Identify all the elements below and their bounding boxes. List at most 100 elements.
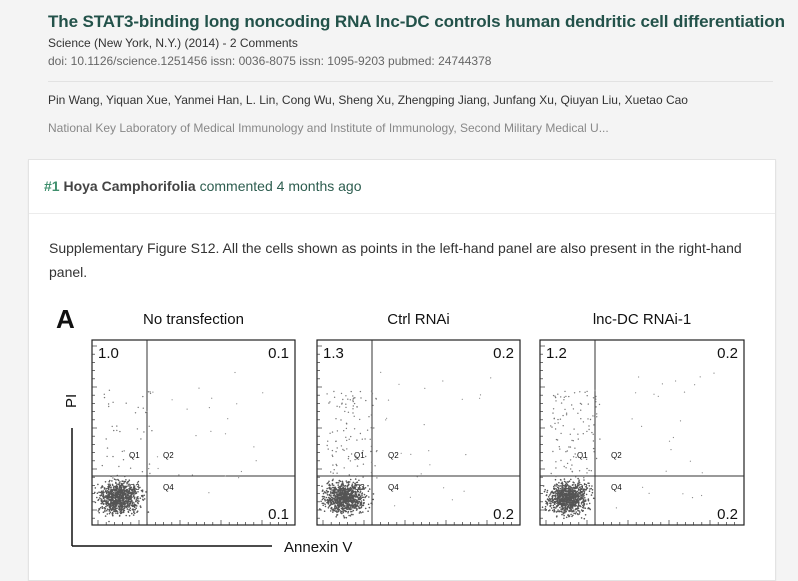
scatter-point [372, 404, 374, 407]
scatter-point [359, 490, 362, 492]
scatter-point [592, 433, 594, 435]
scatter-point [157, 467, 159, 470]
flow-cytometry-figure: A PI Annexin V No transfection 1.0 0.1 0.1 Q… [56, 304, 745, 556]
scatter-point [337, 493, 340, 496]
scatter-point [322, 497, 325, 500]
scatter-point [156, 456, 159, 458]
scatter-point [638, 376, 640, 378]
scatter-point [546, 491, 548, 494]
scatter-point [571, 489, 574, 491]
comment-time[interactable]: 4 months ago [276, 178, 362, 194]
comment-number[interactable]: #1 [44, 178, 60, 194]
scatter-point [339, 487, 342, 489]
scatter-point [137, 501, 139, 504]
scatter-point [352, 412, 354, 414]
scatter-point [108, 493, 110, 496]
scatter-point [376, 477, 378, 479]
scatter-point [341, 485, 343, 487]
q4-value: 0.2 [717, 506, 738, 523]
scatter-point [136, 499, 139, 502]
scatter-point [128, 508, 130, 511]
scatter-point [562, 487, 565, 489]
scatter-point [122, 490, 124, 492]
scatter-point [152, 391, 154, 393]
comment-author[interactable]: Hoya Camphorifolia [63, 178, 196, 194]
scatter-point [343, 516, 346, 519]
scatter-point [563, 399, 565, 401]
scatter-point [558, 481, 560, 484]
scatter-point [553, 508, 555, 511]
scatter-point [149, 392, 152, 395]
scatter-point [571, 464, 573, 466]
scatter-point [591, 491, 594, 494]
scatter-point [385, 419, 387, 421]
scatter-point [579, 489, 581, 491]
scatter-point [375, 397, 377, 400]
scatter-point [588, 502, 591, 505]
scatter-point [578, 482, 581, 484]
scatter-point [370, 471, 373, 474]
scatter-point [133, 502, 135, 504]
scatter-point [562, 498, 564, 501]
scatter-point [565, 490, 568, 492]
scatter-point [103, 488, 106, 490]
article-title[interactable]: The STAT3-binding long noncoding RNA lnc… [48, 12, 785, 31]
scatter-point [351, 500, 354, 503]
scatter-point [123, 487, 126, 490]
scatter-point [354, 482, 356, 485]
scatter-point [582, 499, 585, 501]
scatter-point [694, 384, 696, 386]
scatter-point [343, 492, 346, 495]
scatter-point [140, 438, 142, 440]
scatter-point [562, 425, 564, 427]
scatter-point [333, 396, 336, 398]
scatter-point [113, 490, 116, 492]
scatter-point [565, 498, 568, 500]
scatter-point [583, 477, 585, 479]
scatter-point [552, 501, 554, 504]
scatter-point [111, 513, 113, 515]
scatter-point [337, 482, 340, 484]
scatter-point [354, 397, 356, 399]
scatter-point [353, 503, 356, 506]
scatter-point [330, 507, 333, 509]
scatter-point [583, 488, 586, 491]
scatter-point [360, 397, 362, 399]
scatter-point [348, 508, 350, 510]
scatter-point [97, 483, 99, 486]
scatter-point [366, 429, 369, 431]
scatter-point [559, 510, 561, 513]
scatter-point [118, 482, 121, 484]
scatter-point [570, 499, 573, 502]
scatter-point [648, 492, 650, 494]
scatter-point [342, 515, 345, 517]
scatter-point [571, 404, 573, 406]
scatter-point [565, 503, 567, 506]
scatter-point [581, 454, 583, 456]
scatter-point [332, 502, 335, 505]
scatter-point [359, 503, 362, 505]
scatter-point [575, 476, 577, 478]
scatter-point [115, 479, 117, 481]
scatter-point [335, 488, 337, 490]
scatter-point [549, 509, 551, 511]
scatter-point [559, 496, 561, 499]
scatter-point [132, 514, 135, 516]
scatter-point [591, 431, 593, 434]
scatter-point [566, 507, 569, 510]
scatter-point [334, 505, 336, 507]
scatter-point [322, 492, 325, 495]
scatter-point [108, 508, 110, 511]
scatter-point [148, 425, 150, 427]
scatter-point [108, 389, 111, 391]
scatter-point [116, 474, 119, 477]
scatter-point [111, 489, 114, 492]
scatter-point [99, 506, 102, 509]
scatter-point [585, 488, 587, 491]
scatter-point [104, 509, 106, 511]
q4-value: 0.2 [493, 506, 514, 523]
scatter-point [566, 481, 569, 483]
scatter-point [362, 511, 364, 513]
scatter-point [111, 498, 113, 500]
scatter-point [349, 399, 351, 401]
